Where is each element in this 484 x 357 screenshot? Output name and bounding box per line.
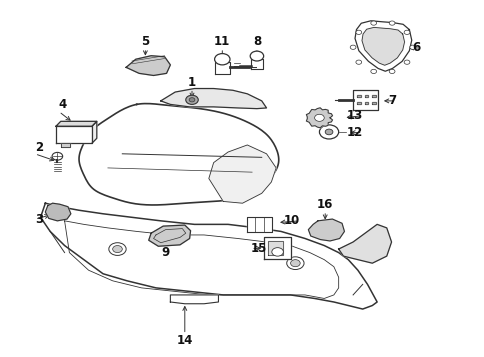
Text: 13: 13 (346, 109, 362, 122)
Polygon shape (149, 225, 190, 246)
Circle shape (355, 60, 361, 64)
Circle shape (349, 45, 355, 49)
Text: 3: 3 (35, 212, 43, 226)
Polygon shape (364, 95, 368, 97)
Polygon shape (209, 145, 275, 203)
Polygon shape (361, 27, 404, 65)
Polygon shape (338, 224, 391, 263)
Circle shape (355, 30, 361, 34)
Text: 15: 15 (251, 242, 267, 255)
Polygon shape (354, 21, 411, 71)
Text: 9: 9 (161, 246, 169, 258)
Text: 2: 2 (35, 141, 43, 154)
Text: 5: 5 (141, 35, 149, 48)
Polygon shape (92, 121, 97, 143)
Polygon shape (214, 62, 229, 74)
Circle shape (286, 257, 303, 270)
Polygon shape (357, 102, 361, 104)
Text: 4: 4 (59, 99, 67, 111)
Polygon shape (268, 241, 283, 255)
Circle shape (370, 21, 376, 25)
Polygon shape (357, 95, 361, 97)
Polygon shape (56, 121, 97, 126)
Polygon shape (170, 295, 218, 304)
Polygon shape (371, 95, 375, 97)
Circle shape (389, 69, 394, 74)
Circle shape (214, 54, 229, 65)
Circle shape (403, 60, 409, 64)
Text: 11: 11 (214, 35, 230, 48)
Circle shape (319, 125, 338, 139)
Text: 6: 6 (411, 41, 420, 55)
Polygon shape (308, 219, 344, 241)
Text: 14: 14 (176, 335, 193, 347)
Polygon shape (79, 104, 278, 205)
Polygon shape (306, 108, 332, 128)
Circle shape (250, 51, 263, 61)
Polygon shape (60, 143, 70, 147)
Polygon shape (371, 102, 375, 104)
Circle shape (409, 45, 415, 49)
Polygon shape (247, 217, 272, 232)
Text: 12: 12 (346, 126, 362, 139)
Polygon shape (160, 89, 266, 109)
Polygon shape (56, 126, 92, 143)
Circle shape (189, 98, 195, 102)
Circle shape (325, 129, 332, 135)
Circle shape (290, 260, 300, 267)
Text: 7: 7 (387, 94, 395, 107)
Circle shape (108, 243, 126, 255)
Circle shape (52, 152, 62, 160)
Circle shape (370, 69, 376, 74)
Circle shape (314, 114, 324, 121)
Circle shape (185, 95, 198, 104)
Text: 16: 16 (317, 198, 333, 211)
Circle shape (271, 248, 283, 256)
Text: 1: 1 (188, 76, 196, 89)
Polygon shape (41, 203, 377, 309)
Circle shape (403, 30, 409, 34)
Circle shape (389, 21, 394, 25)
Circle shape (112, 246, 122, 253)
Polygon shape (126, 56, 170, 75)
Polygon shape (264, 237, 290, 259)
Polygon shape (251, 59, 262, 69)
Text: 8: 8 (252, 35, 260, 48)
Text: 10: 10 (283, 214, 300, 227)
Polygon shape (364, 102, 368, 104)
Polygon shape (45, 203, 71, 221)
Polygon shape (352, 90, 378, 110)
